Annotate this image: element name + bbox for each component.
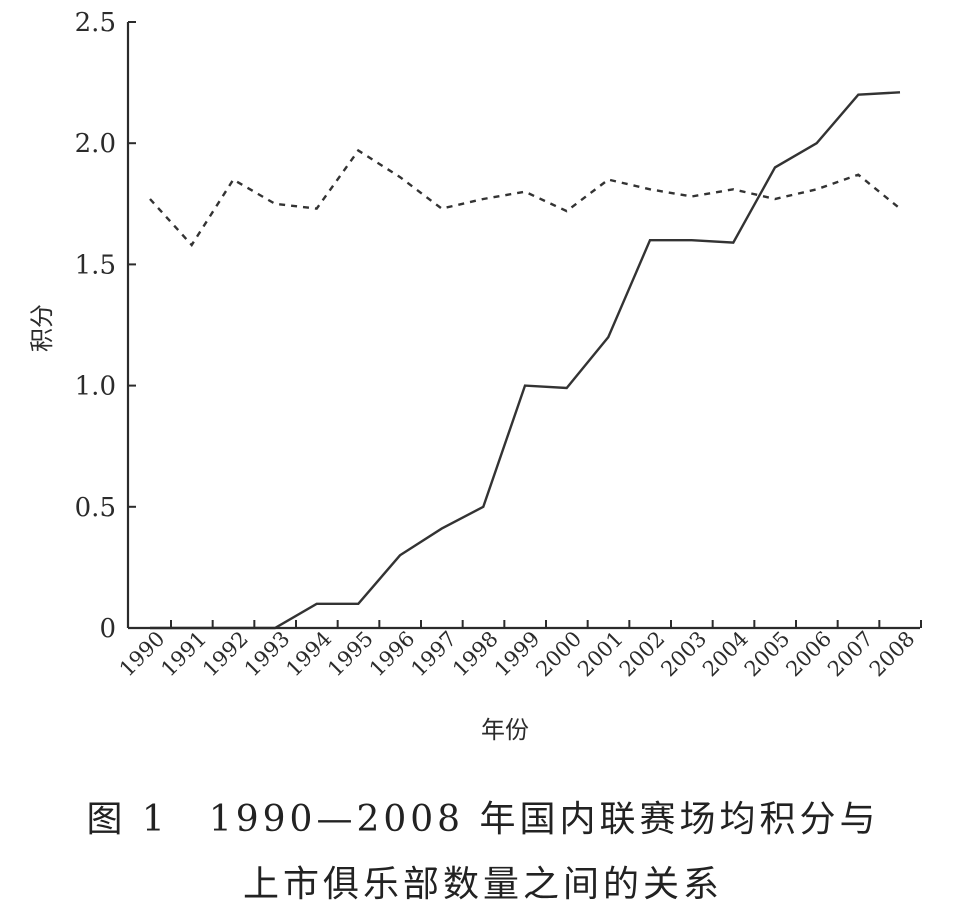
chart: 00.51.01.52.02.5 19901991199219931994199… xyxy=(28,8,922,744)
plot-lines xyxy=(149,91,901,630)
x-ticks: 1990199119921993199419951996199719981999… xyxy=(115,620,922,682)
x-tick-label: 1999 xyxy=(490,627,545,682)
x-tick-label: 2005 xyxy=(740,627,795,682)
y-tick-label: 1.0 xyxy=(75,372,116,402)
y-tick-label: 0 xyxy=(99,614,116,644)
x-tick-label: 2008 xyxy=(865,627,920,682)
y-ticks: 0 0.5 1.0 1.5 2.0 2.5 xyxy=(75,8,136,644)
x-tick-label: 2001 xyxy=(573,627,628,682)
x-tick-label: 1995 xyxy=(323,627,378,682)
x-tick-label: 2003 xyxy=(656,627,711,682)
series-line-solid xyxy=(150,91,901,630)
x-tick-label: 2002 xyxy=(615,627,670,682)
x-tick-label: 2000 xyxy=(531,627,586,682)
series-line-dotted xyxy=(149,148,901,247)
y-axis-label: 积分 xyxy=(28,304,56,352)
x-tick-label: 1996 xyxy=(365,627,420,682)
x-tick-label: 1993 xyxy=(240,627,295,682)
x-tick-label: 2007 xyxy=(823,627,878,682)
x-tick-label: 1998 xyxy=(448,627,503,682)
x-tick-label: 1990 xyxy=(115,627,170,682)
y-tick-label: 2.0 xyxy=(75,129,116,159)
x-tick-label: 1991 xyxy=(156,627,211,682)
y-tick-label: 2.5 xyxy=(75,8,116,38)
x-tick-label: 2004 xyxy=(698,627,753,682)
x-tick-label: 1994 xyxy=(281,627,336,682)
x-tick-label: 1992 xyxy=(198,627,253,682)
x-tick-label: 1997 xyxy=(406,627,461,682)
figure-caption-line-2: 上市俱乐部数量之间的关系 xyxy=(242,864,723,905)
y-tick-label: 0.5 xyxy=(75,493,116,523)
x-tick-label: 2006 xyxy=(781,627,836,682)
y-tick-label: 1.5 xyxy=(75,250,116,280)
axes xyxy=(126,22,920,630)
x-axis-label: 年份 xyxy=(481,716,529,744)
figure-caption-line-1: 图 1 1990—2008 年国内联赛场均积分与 xyxy=(86,799,880,840)
